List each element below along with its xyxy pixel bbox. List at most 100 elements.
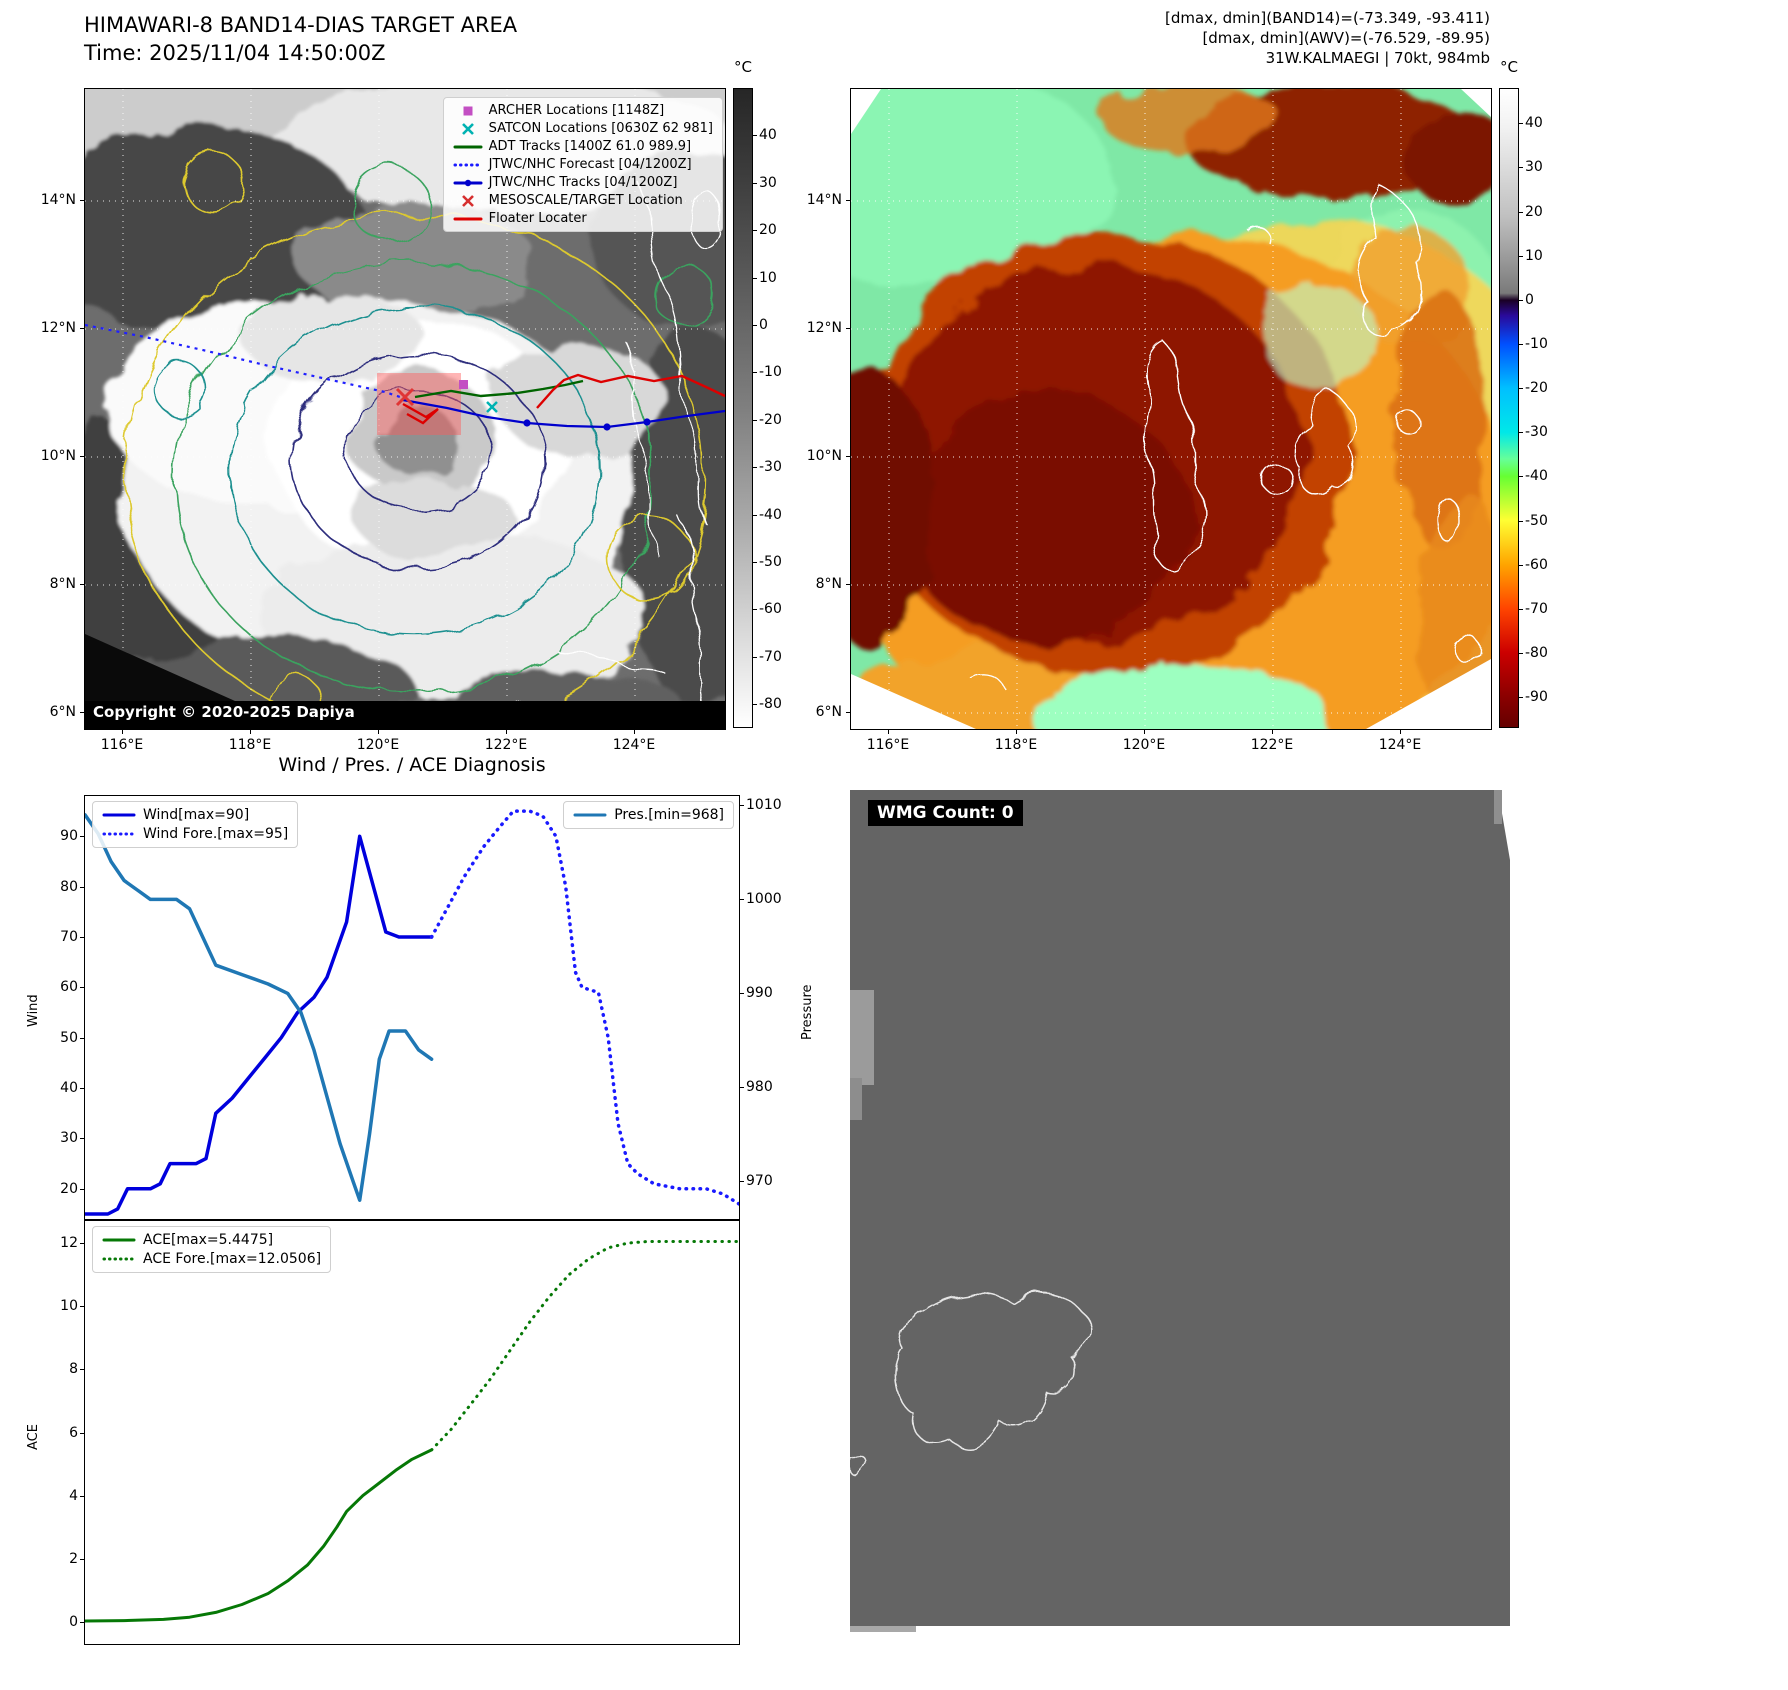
chart-legend-label: ACE[max=5.4475] (143, 1232, 274, 1248)
colorbar-tick-label: 20 (1525, 203, 1543, 220)
tick-mark (1519, 652, 1523, 654)
tick-mark (1272, 730, 1273, 734)
colorbar-tick-label: -50 (1525, 512, 1548, 529)
tick-mark (1519, 432, 1523, 434)
tick-mark (80, 987, 84, 989)
line-dot-marker-sample (453, 179, 483, 186)
colorbar-tick-label: -20 (759, 411, 782, 428)
tick-mark (80, 1432, 84, 1434)
y-tick-label: 90 (60, 828, 78, 845)
map-legend-item: JTWC/NHC Forecast [04/1200Z] (453, 157, 713, 172)
tick-mark (740, 1087, 744, 1089)
tick-mark (1144, 730, 1145, 734)
tick-mark (1519, 608, 1523, 610)
diagnosis-title: Wind / Pres. / ACE Diagnosis (278, 754, 546, 776)
tick-mark (1519, 476, 1523, 478)
tick-mark (80, 1037, 84, 1039)
tick-mark (122, 730, 123, 734)
tick-mark (80, 328, 84, 329)
dmax-dmin-awv: [dmax, dmin](AWV)=(-76.529, -89.95) (1202, 29, 1490, 47)
map-legend-item: SATCON Locations [0630Z 62 981] (453, 121, 713, 136)
colorbar-tick-label: 10 (759, 269, 777, 286)
copyright-bar (85, 701, 725, 729)
wind-axis-label: Wind (26, 994, 41, 1027)
tick-mark (1016, 730, 1017, 734)
tick-mark (753, 325, 757, 327)
tick-mark (846, 328, 850, 329)
colorbar-tick-label: 30 (759, 174, 777, 191)
tick-mark (80, 1306, 84, 1308)
y-tick-label: 970 (746, 1173, 773, 1190)
colorbar-tick-label: -50 (759, 554, 782, 571)
awv-colorbar (1499, 88, 1519, 728)
wmg-bottom-strip (850, 1626, 1510, 1640)
wmg-background (850, 790, 1510, 1640)
band14-colorbar (733, 88, 753, 728)
y-tick-label: 12 (60, 1235, 78, 1252)
map-legend-label: MESOSCALE/TARGET Location (488, 193, 683, 208)
awv-satellite-image (851, 89, 1491, 729)
tick-mark (1519, 299, 1523, 301)
tick-mark (888, 730, 889, 734)
tick-mark (753, 609, 757, 611)
y-tick-label: 40 (60, 1080, 78, 1097)
chart-legend: Pres.[min=968] (563, 801, 734, 829)
band14-colorbar-unit: °C (734, 58, 752, 76)
y-tick-label: 80 (60, 878, 78, 895)
wmg-image (849, 790, 1510, 1640)
tick-mark (753, 182, 757, 184)
wmg-panel: WMG Count: 0 (849, 790, 1510, 1640)
wmg-bottom-stub (850, 1626, 916, 1632)
chart-legend-label: Wind[max=90] (143, 807, 250, 823)
lon-tick-label: 124°E (1378, 737, 1422, 753)
lon-tick-label: 118°E (994, 737, 1038, 753)
wmg-corner-patch (1494, 790, 1502, 824)
lon-tick-label: 120°E (356, 737, 400, 753)
wind-max-90-line (83, 834, 434, 1216)
chart-legend-item: Pres.[min=968] (573, 807, 724, 823)
map-legend-label: JTWC/NHC Tracks [04/1200Z] (488, 175, 678, 190)
tick-mark (1400, 730, 1401, 734)
tick-mark (1519, 167, 1523, 169)
pres-min-968-line (83, 813, 434, 1202)
lat-tick-label: 6°N (49, 704, 76, 720)
colorbar-tick-label: -40 (759, 506, 782, 523)
y-tick-label: 10 (60, 1298, 78, 1315)
temperature-contours (124, 153, 714, 729)
tick-mark (753, 277, 757, 279)
tick-mark (1519, 123, 1523, 125)
lon-tick-label: 124°E (612, 737, 656, 753)
colorbar-tick-label: -80 (759, 696, 782, 713)
awv-cloud-field (851, 89, 1491, 729)
tick-mark (1519, 255, 1523, 257)
scan-edge (85, 634, 235, 701)
map-legend-label: JTWC/NHC Forecast [04/1200Z] (488, 157, 692, 172)
copyright-text: Copyright © 2020-2025 Dapiya (93, 703, 355, 721)
solid-marker-sample (102, 1238, 136, 1242)
chart-legend-label: ACE Fore.[max=12.0506] (143, 1251, 322, 1267)
colorbar-tick-label: -90 (1525, 689, 1548, 706)
y-tick-label: 0 (69, 1613, 78, 1630)
square-marker-sample (463, 106, 473, 115)
map-legend-label: SATCON Locations [0630Z 62 981] (488, 121, 713, 136)
tick-mark (80, 1621, 84, 1623)
colorbar-tick-label: 30 (1525, 159, 1543, 176)
y-tick-label: 2 (69, 1550, 78, 1567)
lat-tick-label: 6°N (815, 704, 842, 720)
tick-mark (80, 200, 84, 201)
storm-tracks (85, 323, 725, 431)
tick-mark (753, 562, 757, 564)
tick-mark (80, 836, 84, 838)
solid-marker-sample (102, 813, 136, 817)
colorbar-tick-label: -20 (1525, 380, 1548, 397)
y-tick-label: 6 (69, 1424, 78, 1441)
tick-mark (80, 1495, 84, 1497)
wmg-left-patch (850, 990, 874, 1085)
tick-mark (740, 805, 744, 807)
lon-tick-label: 120°E (1122, 737, 1166, 753)
storm-id-intensity: 31W.KALMAEGI | 70kt, 984mb (1265, 49, 1490, 67)
lon-tick-label: 116°E (100, 737, 144, 753)
tick-mark (634, 730, 635, 734)
lat-tick-label: 8°N (815, 576, 842, 592)
